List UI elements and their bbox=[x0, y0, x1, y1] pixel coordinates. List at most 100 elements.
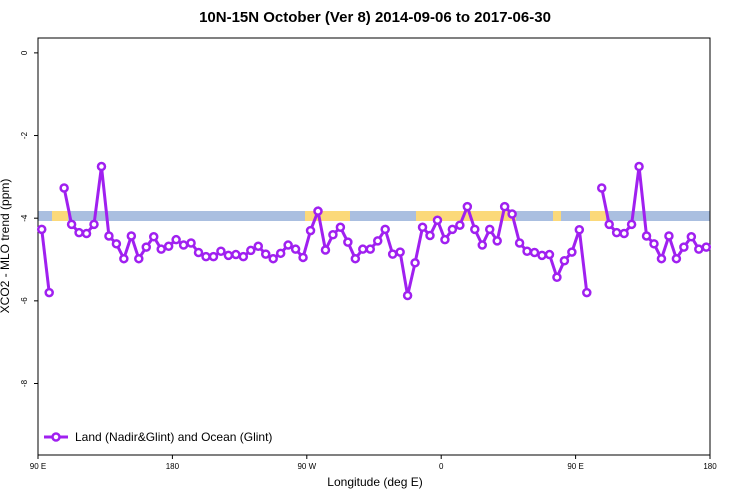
data-point bbox=[148, 232, 159, 242]
y-axis-label: XCO2 - MLO trend (ppm) bbox=[0, 179, 12, 314]
data-point bbox=[611, 227, 622, 238]
data-point bbox=[44, 287, 54, 298]
data-point bbox=[582, 287, 592, 298]
data-point bbox=[664, 231, 674, 241]
data-point bbox=[178, 240, 189, 250]
data-point bbox=[66, 219, 77, 230]
data-point bbox=[328, 229, 338, 240]
data-point bbox=[522, 246, 532, 257]
data-point bbox=[260, 249, 271, 259]
data-point bbox=[477, 240, 488, 250]
data-point bbox=[596, 183, 607, 193]
data-point bbox=[119, 253, 129, 264]
data-point bbox=[141, 242, 152, 252]
data-point bbox=[238, 251, 249, 262]
y-tick-label: -8 bbox=[20, 379, 29, 387]
x-tick-label: 180 bbox=[166, 462, 180, 471]
series-line bbox=[40, 229, 51, 293]
data-point bbox=[484, 224, 495, 235]
data-point bbox=[253, 241, 264, 252]
data-point bbox=[246, 245, 256, 256]
data-point bbox=[89, 219, 99, 230]
data-point bbox=[559, 256, 570, 266]
data-point bbox=[163, 241, 174, 252]
data-point bbox=[231, 249, 241, 260]
data-point bbox=[216, 246, 226, 257]
data-point bbox=[574, 225, 585, 235]
data-point bbox=[619, 228, 629, 239]
data-point bbox=[417, 222, 428, 233]
data-point bbox=[470, 224, 480, 235]
data-point bbox=[455, 220, 465, 230]
data-point bbox=[537, 250, 547, 261]
data-point bbox=[641, 231, 652, 241]
data-point bbox=[59, 183, 69, 193]
data-point bbox=[268, 253, 278, 264]
x-tick-label: 0 bbox=[439, 462, 444, 471]
data-point bbox=[686, 232, 697, 242]
data-point bbox=[275, 248, 286, 259]
data-point bbox=[544, 249, 555, 260]
data-point bbox=[156, 244, 166, 254]
data-point bbox=[671, 253, 682, 264]
land-band bbox=[590, 211, 606, 221]
data-point bbox=[387, 249, 398, 259]
data-point bbox=[104, 231, 114, 241]
data-point bbox=[36, 224, 47, 235]
data-point bbox=[529, 247, 540, 258]
y-tick-label: 0 bbox=[20, 50, 29, 55]
data-point bbox=[208, 251, 219, 262]
data-point bbox=[320, 245, 331, 255]
data-point bbox=[410, 258, 420, 268]
data-point bbox=[126, 231, 137, 241]
legend-marker bbox=[51, 432, 61, 442]
data-point bbox=[298, 252, 308, 263]
data-point bbox=[567, 247, 577, 257]
data-point bbox=[283, 240, 293, 250]
x-tick-label: 90 E bbox=[567, 462, 583, 471]
data-point bbox=[186, 238, 196, 248]
data-point bbox=[193, 247, 204, 258]
data-point bbox=[201, 251, 211, 262]
data-point bbox=[432, 215, 443, 226]
data-point bbox=[171, 234, 181, 245]
data-point bbox=[507, 209, 517, 219]
data-point bbox=[111, 239, 122, 249]
land-band bbox=[52, 211, 68, 221]
chart-title: 10N-15N October (Ver 8) 2014-09-06 to 20… bbox=[199, 9, 551, 26]
data-point bbox=[514, 238, 525, 248]
x-axis-label: Longitude (deg E) bbox=[327, 475, 422, 489]
data-point bbox=[372, 236, 383, 246]
data-point bbox=[305, 225, 316, 236]
y-tick-label: -2 bbox=[20, 131, 29, 139]
data-point bbox=[649, 239, 659, 249]
x-tick-label: 90 E bbox=[30, 462, 46, 471]
land-band bbox=[416, 211, 516, 221]
data-point bbox=[290, 244, 301, 254]
data-point bbox=[679, 242, 689, 252]
data-point bbox=[499, 201, 510, 212]
data-point bbox=[74, 227, 84, 238]
data-point bbox=[380, 224, 390, 235]
data-point bbox=[343, 237, 353, 247]
y-tick-label: -6 bbox=[20, 297, 29, 305]
data-point bbox=[134, 253, 144, 264]
data-point bbox=[425, 230, 435, 241]
x-tick-label: 90 W bbox=[297, 462, 316, 471]
x-tick-label: 180 bbox=[703, 462, 717, 471]
ocean-band bbox=[38, 211, 710, 221]
data-point bbox=[81, 228, 92, 239]
data-point bbox=[223, 250, 234, 261]
data-point bbox=[335, 222, 346, 233]
legend-label: Land (Nadir&Glint) and Ocean (Glint) bbox=[75, 430, 272, 444]
data-point bbox=[552, 272, 562, 283]
y-tick-label: -4 bbox=[20, 214, 29, 222]
land-band bbox=[553, 211, 561, 221]
data-point bbox=[96, 161, 107, 172]
data-point bbox=[634, 161, 644, 172]
data-point bbox=[395, 247, 405, 257]
data-point bbox=[694, 244, 704, 254]
data-point bbox=[447, 224, 458, 235]
